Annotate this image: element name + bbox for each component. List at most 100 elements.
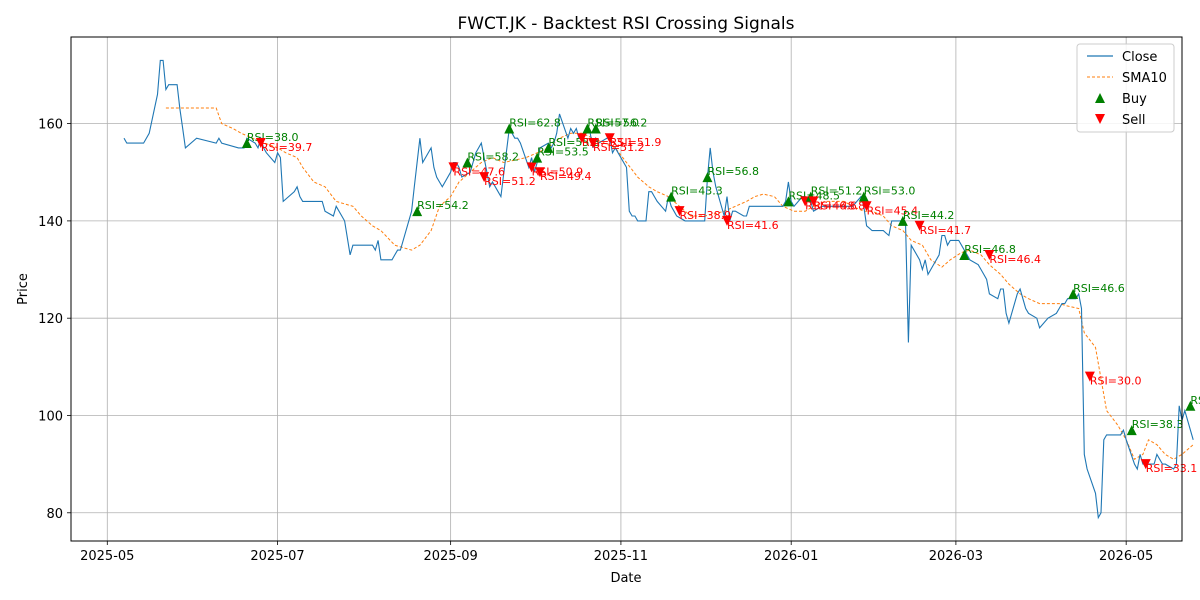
buy-marker: [783, 196, 794, 207]
buy-label: RSI=58.2: [467, 151, 519, 164]
y-tick-label: 140: [38, 215, 63, 230]
sell-marker: [808, 196, 819, 207]
buy-marker: [543, 142, 554, 153]
x-tick-label: 2026-05: [1099, 549, 1153, 564]
buy-marker: [504, 123, 515, 134]
sma10-line: [165, 107, 1194, 461]
x-axis-title: Date: [610, 571, 641, 586]
signal-layer: RSI=38.0RSI=39.7RSI=54.2RSI=47.6RSI=58.2…: [241, 116, 1200, 475]
sell-marker: [588, 138, 599, 149]
buy-marker: [1068, 288, 1079, 299]
y-axis-title: Price: [16, 273, 31, 305]
buy-label: RSI=56.8: [707, 165, 759, 178]
buy-marker: [897, 215, 908, 226]
legend-sell-marker: [1095, 114, 1105, 124]
buy-label: RSI=62.8: [509, 116, 561, 129]
buy-marker: [1126, 425, 1137, 436]
buy-label: RSI=55.3: [548, 136, 600, 149]
buy-marker: [959, 249, 970, 260]
sell-marker: [604, 133, 615, 144]
buy-marker: [858, 191, 869, 202]
buy-marker: [462, 157, 473, 168]
sell-label: RSI=41.6: [727, 219, 779, 232]
buy-marker: [582, 123, 593, 134]
close-layer: [123, 59, 1194, 520]
x-tick-label: 2025-09: [423, 549, 477, 564]
sell-label: RSI=46.4: [989, 253, 1041, 266]
sell-marker: [674, 206, 685, 217]
y-axis: 80 100 120 140 160: [38, 118, 71, 522]
sell-label: RSI=51.2: [484, 175, 536, 188]
plot-frame: [70, 36, 1183, 542]
sell-label: RSI=33.1: [1146, 462, 1198, 475]
buy-label: RSI=48.5: [788, 189, 840, 202]
buy-label: RSI=51.2: [811, 185, 863, 198]
buy-marker: [1185, 400, 1196, 411]
buy-label: RSI=57.0: [587, 116, 639, 129]
sell-label: RSI=51.2: [593, 141, 645, 154]
buy-label: RSI=44.2: [903, 209, 955, 222]
y-tick-label: 160: [38, 118, 63, 133]
sell-marker: [479, 172, 490, 183]
legend-buy-marker: [1095, 93, 1105, 103]
sell-label: RSI=39.7: [261, 141, 313, 154]
sell-label: RSI=49.4: [540, 170, 592, 183]
close-line: [123, 59, 1194, 520]
y-tick-label: 120: [38, 312, 63, 327]
x-tick-label: 2025-11: [594, 549, 648, 564]
sma-layer: [165, 107, 1194, 461]
sell-label: RSI=47.6: [453, 165, 505, 178]
sell-marker: [576, 133, 587, 144]
legend-close-label: Close: [1122, 50, 1157, 65]
legend-sell-label: Sell: [1122, 113, 1145, 128]
sell-marker: [1140, 459, 1151, 470]
buy-label: RSI=43.3: [671, 185, 723, 198]
x-tick-label: 2025-05: [80, 549, 134, 564]
sell-marker: [448, 162, 459, 173]
grid: [71, 37, 1182, 541]
buy-label: RSI=54.2: [417, 199, 469, 212]
sell-marker: [721, 215, 732, 226]
x-tick-label: 2026-01: [764, 549, 818, 564]
y-tick-label: 80: [46, 507, 63, 522]
legend-buy-label: Buy: [1122, 92, 1147, 107]
sell-label: RSI=45.4: [867, 204, 919, 217]
buy-label: RSI=38.3: [1132, 418, 1184, 431]
sell-label: RSI=46.6: [805, 199, 857, 212]
buy-marker: [412, 206, 423, 217]
x-tick-label: 2025-07: [250, 549, 304, 564]
legend-box: [1076, 43, 1175, 133]
x-tick-label: 2026-03: [929, 549, 983, 564]
sell-label: RSI=48.8: [814, 199, 866, 212]
buy-marker: [532, 152, 543, 163]
sell-label: RSI=51.9: [610, 136, 662, 149]
buy-marker: [241, 138, 252, 149]
sell-label: RSI=30.0: [1090, 375, 1142, 388]
sell-marker: [534, 167, 545, 178]
buy-label: RSI=46.8: [964, 243, 1016, 256]
buy-label: RSI=53.7: [1190, 394, 1200, 407]
sell-marker: [255, 138, 266, 149]
sell-label: RSI=41.7: [920, 224, 972, 237]
legend: Close SMA10 Buy Sell: [1076, 43, 1175, 133]
chart-title: FWCT.JK - Backtest RSI Crossing Signals: [457, 14, 794, 34]
sell-marker: [914, 220, 925, 231]
sell-marker: [526, 162, 537, 173]
plot-area: RSI=38.0RSI=39.7RSI=54.2RSI=47.6RSI=58.2…: [123, 59, 1200, 520]
buy-label: RSI=46.6: [1073, 282, 1125, 295]
x-axis: 2025-05 2025-07 2025-09 2025-11 2026-01 2026-…: [80, 541, 1153, 564]
y-tick-label: 100: [38, 409, 63, 424]
buy-label: RSI=53.0: [864, 185, 916, 198]
sell-marker: [1084, 371, 1095, 382]
sell-marker: [984, 249, 995, 260]
buy-marker: [702, 172, 713, 183]
sell-label: RSI=38.9: [680, 209, 732, 222]
sell-label: RSI=50.9: [532, 165, 584, 178]
buy-marker: [666, 191, 677, 202]
buy-label: RSI=56.2: [596, 116, 648, 129]
sell-marker: [861, 201, 872, 212]
buy-marker: [590, 123, 601, 134]
legend-sma-label: SMA10: [1122, 71, 1167, 86]
